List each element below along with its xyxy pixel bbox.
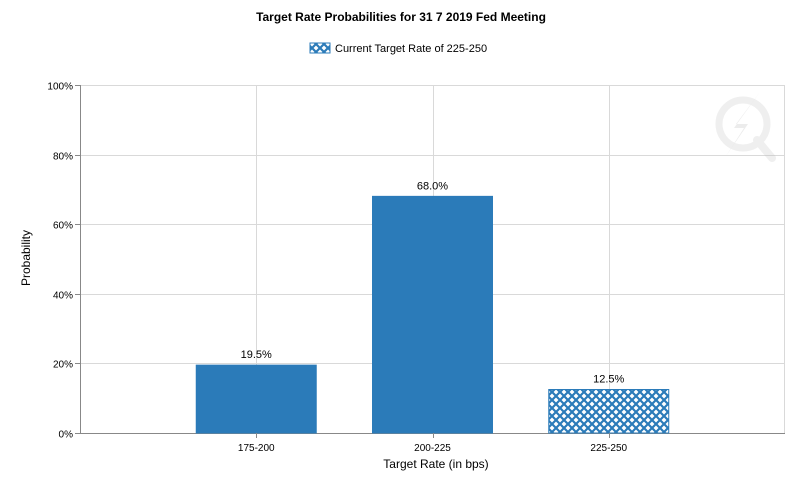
x-axis-label: Target Rate (in bps) [383,457,488,471]
y-tick-label: 60% [53,221,73,232]
x-tick-label-225-250: 225-250 [590,443,627,454]
y-tick-label: 40% [53,291,73,302]
legend-label: Current Target Rate of 225-250 [335,43,487,55]
bar-225-250 [548,389,670,434]
y-axis-ticks: 0% 20% 40% 60% 80% 100% [47,82,80,441]
bar-175-200 [195,364,317,434]
y-tick-label: 20% [53,360,73,371]
bars: 19.5% 68.0% 12.5% [195,180,670,434]
data-label-225-250: 12.5% [593,374,624,386]
data-label-175-200: 19.5% [241,349,272,361]
x-axis-ticks: 175-200 200-225 225-250 [238,433,628,454]
x-tick-label-175-200: 175-200 [238,443,275,454]
y-axis-label: Probability [19,230,33,286]
x-tick-label-200-225: 200-225 [414,443,451,454]
y-tick-label: 80% [53,152,73,163]
bar-200-225 [372,195,493,434]
y-tick-label: 100% [47,82,73,93]
legend: Current Target Rate of 225-250 [309,42,487,55]
watermark-logo-icon [715,92,776,162]
chart-title: Target Rate Probabilities for 31 7 2019 … [256,10,546,24]
data-label-200-225: 68.0% [417,180,448,192]
y-tick-label: 0% [59,430,74,441]
legend-swatch [309,42,331,54]
